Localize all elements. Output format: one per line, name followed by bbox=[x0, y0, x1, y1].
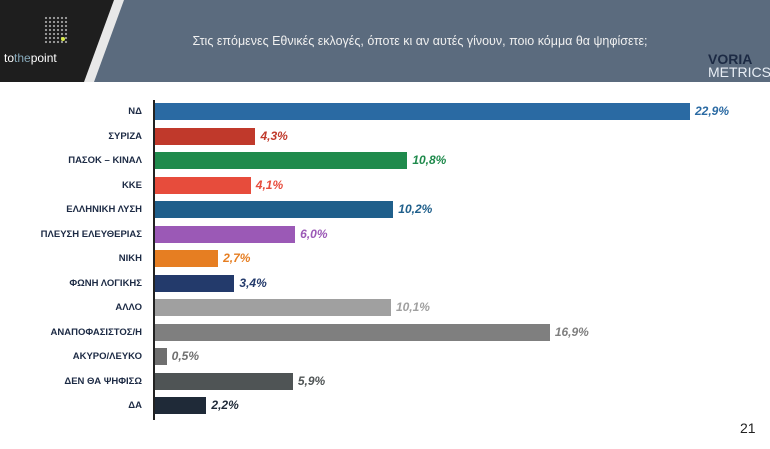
dot-icon bbox=[61, 37, 65, 41]
logo-text: tothepoint bbox=[4, 51, 57, 65]
y-axis-line bbox=[153, 100, 155, 420]
category-label: ΣΥΡΙΖΑ bbox=[108, 130, 142, 142]
data-label: 22,9% bbox=[695, 104, 730, 118]
logo-text: VORIA bbox=[708, 51, 753, 67]
category-label: ΕΛΛΗΝΙΚΗ ΛΥΣΗ bbox=[66, 204, 142, 215]
bar bbox=[155, 152, 408, 169]
bar bbox=[155, 323, 550, 341]
page-number: 21 bbox=[740, 420, 756, 436]
bar bbox=[155, 225, 296, 243]
data-label: 4,1% bbox=[255, 177, 284, 192]
category-label: ΑΚΥΡΟ/ΛΕΥΚΟ bbox=[72, 351, 142, 362]
data-label: 10,1% bbox=[395, 300, 430, 314]
category-label: ΑΝΑΠΟΦΑΣΙΣΤΟΣ/Η bbox=[50, 326, 143, 338]
bar bbox=[155, 201, 394, 218]
tothepoint-logo: tothepoint bbox=[0, 0, 118, 82]
data-label: 2,2% bbox=[211, 398, 239, 412]
bar bbox=[155, 103, 690, 120]
logo-text: METRICS bbox=[708, 64, 770, 80]
data-label: 0,5% bbox=[171, 349, 200, 363]
data-label: 4,3% bbox=[260, 128, 288, 143]
data-label: 3,4% bbox=[239, 275, 267, 290]
bar bbox=[155, 274, 235, 292]
data-label: 2,7% bbox=[223, 251, 251, 265]
bar bbox=[155, 127, 256, 145]
question-title: Στις επόμενες Εθνικές εκλογές, όποτε κι … bbox=[192, 34, 648, 48]
data-label: 10,8% bbox=[412, 153, 447, 167]
bar bbox=[155, 299, 391, 316]
header-banner: Στις επόμενες Εθνικές εκλογές, όποτε κι … bbox=[0, 0, 770, 82]
data-label: 10,2% bbox=[398, 202, 433, 216]
data-label: 6,0% bbox=[300, 226, 328, 241]
bar bbox=[155, 250, 219, 267]
bar bbox=[155, 397, 207, 414]
data-label: 5,9% bbox=[297, 373, 326, 388]
category-label: ΔΕΝ ΘΑ ΨΗΦΙΣΩ bbox=[64, 375, 142, 387]
category-label: ΔΑ bbox=[128, 400, 142, 411]
bar bbox=[155, 372, 293, 390]
category-label: ΝΙΚΗ bbox=[118, 253, 142, 264]
category-label: ΦΩΝΗ ΛΟΓΙΚΗΣ bbox=[69, 277, 142, 289]
category-label: ΑΛΛΟ bbox=[115, 302, 142, 313]
bar bbox=[155, 176, 251, 194]
category-label: ΠΛΕΥΣΗ ΕΛΕΥΘΕΡΙΑΣ bbox=[40, 228, 142, 240]
category-label: ΝΔ bbox=[128, 106, 142, 117]
voria-metrics-logo: VORIA METRICS bbox=[708, 51, 770, 80]
category-label: ΠΑΣΟΚ – ΚΙΝΑΛ bbox=[68, 155, 142, 166]
category-label: ΚΚΕ bbox=[121, 179, 142, 191]
data-label: 16,9% bbox=[554, 324, 589, 339]
bar bbox=[155, 348, 167, 365]
